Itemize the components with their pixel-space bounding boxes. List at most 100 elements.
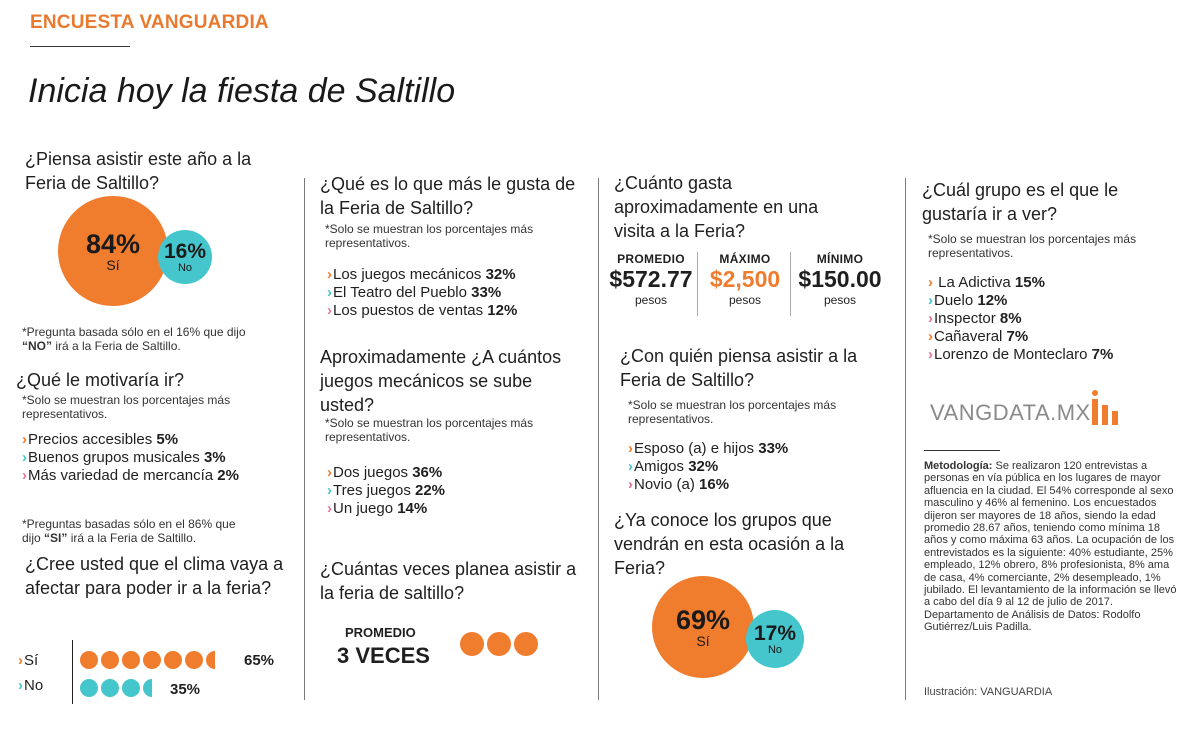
times-dot <box>514 632 538 656</box>
stat-label: MÁXIMO <box>719 252 771 266</box>
list-item: ›Duelo 12% <box>928 292 1188 310</box>
list-item-value: 32% <box>485 266 516 283</box>
attend-no-bubble: 16% No <box>158 230 212 284</box>
chevron-right-icon: › <box>22 449 27 466</box>
times-value: 3 VECES <box>337 643 430 668</box>
stat-divider <box>697 252 698 316</box>
question-like: ¿Qué es lo que más le gusta de la Feria … <box>320 174 576 218</box>
stat-minimum: MÍNIMO $150.00 pesos <box>794 252 886 307</box>
list-item-label: Duelo <box>934 292 978 309</box>
climate-dot <box>185 651 203 669</box>
list-item: ›Buenos grupos musicales 3% <box>22 449 302 467</box>
list-item: › La Adictiva 15% <box>928 274 1188 292</box>
method-divider <box>924 450 1000 451</box>
list-item: ›Lorenzo de Monteclaro 7% <box>928 346 1188 364</box>
attend-yes-percent: 84% <box>85 229 141 259</box>
vangdata-logo-text: VANGDATA.MX <box>930 400 1091 425</box>
list-item-label: Cañaveral <box>934 328 1007 345</box>
list-item-value: 7% <box>1006 328 1029 345</box>
list-item-value: 14% <box>397 500 428 517</box>
note-no-respondents: *Pregunta basada sólo en el 16% que dijo… <box>22 325 302 353</box>
climate-dot <box>80 651 98 669</box>
times-dots <box>460 632 541 656</box>
stat-divider <box>790 252 791 316</box>
note-emphasis: “NO” <box>22 339 52 353</box>
methodology-text: Se realizaron 120 entrevistas a personas… <box>924 460 1177 634</box>
stat-value: $2,500 <box>709 266 781 292</box>
question-times: ¿Cuántas veces planea asistir a la feria… <box>320 559 577 603</box>
note-line: “NO” irá a la Feria de Saltillo. <box>22 339 302 353</box>
note-text: irá a la Feria de Saltillo. <box>52 339 181 353</box>
chevron-right-icon: › <box>628 458 633 475</box>
question-know: ¿Ya conoce los grupos que vendrán en est… <box>614 510 845 578</box>
list-item: ›Esposo (a) e hijos 33% <box>628 440 898 458</box>
climate-dot <box>164 651 182 669</box>
list-item-label: Amigos <box>634 458 689 475</box>
page-title: Inicia hoy la fiesta de Saltillo <box>28 72 456 110</box>
climate-dot <box>143 651 161 669</box>
list-item-value: 32% <box>688 458 719 475</box>
climate-dot <box>122 651 140 669</box>
list-item: ›Los puestos de ventas 12% <box>327 302 597 320</box>
know-no-percent: 17% <box>753 621 797 645</box>
column-divider <box>905 178 906 700</box>
note-text: irá a la Feria de Saltillo. <box>67 531 197 545</box>
column-divider <box>598 178 599 700</box>
stat-label: MÍNIMO <box>816 252 864 266</box>
note-line: dijo “SI” irá a la Feria de Saltillo. <box>22 531 302 545</box>
list-item-value: 7% <box>1091 346 1114 363</box>
list-item: ›Inspector 8% <box>928 310 1188 328</box>
chevron-right-icon: › <box>18 652 23 669</box>
times-dot <box>487 632 511 656</box>
attend-no-percent: 16% <box>163 239 207 263</box>
climate-value: 65% <box>244 652 275 669</box>
list-item-label: La Adictiva <box>934 274 1015 291</box>
list-item: ›Dos juegos 36% <box>327 464 597 482</box>
motivate-list: ›Precios accesibles 5% ›Buenos grupos mu… <box>22 431 302 485</box>
question-spend: ¿Cuánto gasta aproximadamente en una vis… <box>614 173 819 241</box>
chevron-right-icon: › <box>22 431 27 448</box>
chevron-right-icon: › <box>327 302 332 319</box>
list-item: ›Precios accesibles 5% <box>22 431 302 449</box>
note-text: dijo <box>22 531 45 545</box>
note-representative: *Solo se muestran los porcentajes más re… <box>22 393 231 421</box>
list-item-value: 12% <box>487 302 518 319</box>
climate-label: Sí <box>24 652 39 669</box>
chevron-right-icon: › <box>928 328 933 345</box>
list-item: ›Los juegos mecánicos 32% <box>327 266 597 284</box>
know-yes-label: Sí <box>696 633 710 649</box>
chevron-right-icon: › <box>327 464 332 481</box>
chevron-right-icon: › <box>628 476 633 493</box>
stat-unit: pesos <box>823 293 857 307</box>
list-item: ›Novio (a) 16% <box>628 476 898 494</box>
illustration-credit: Ilustración: VANGUARDIA <box>924 686 1053 698</box>
list-item-value: 2% <box>217 467 239 484</box>
list-item-value: 33% <box>758 440 789 457</box>
chevron-right-icon: › <box>928 274 933 291</box>
section-kicker: ENCUESTA VANGUARDIA <box>30 12 269 33</box>
list-item: ›Tres juegos 22% <box>327 482 597 500</box>
methodology: Metodología: Se realizaron 120 entrevist… <box>924 460 1184 634</box>
climate-no-dots <box>80 679 155 697</box>
question-climate: ¿Cree usted que el clima vaya a afectar … <box>25 554 284 598</box>
stat-value: $572.77 <box>609 266 693 292</box>
stat-maximum: MÁXIMO $2,500 pesos <box>700 252 790 307</box>
group-list: › La Adictiva 15% ›Duelo 12% ›Inspector … <box>928 274 1188 364</box>
note-representative: *Solo se muestran los porcentajes más re… <box>325 416 534 444</box>
climate-dot <box>80 679 98 697</box>
climate-no-value: 35% <box>170 681 200 699</box>
question-motivate: ¿Qué le motivaría ir? <box>16 370 185 390</box>
list-item-label: Los juegos mecánicos <box>333 266 486 283</box>
list-item-label: Novio (a) <box>634 476 700 493</box>
kicker-divider <box>30 46 130 47</box>
know-yes-percent: 69% <box>675 605 731 635</box>
climate-label: No <box>24 677 44 694</box>
list-item-label: El Teatro del Pueblo <box>333 284 472 301</box>
chevron-right-icon: › <box>327 284 332 301</box>
like-list: ›Los juegos mecánicos 32% ›El Teatro del… <box>327 266 597 320</box>
attend-no-label: No <box>177 261 193 274</box>
list-item-value: 3% <box>203 449 226 466</box>
list-item-value: 15% <box>1014 274 1045 291</box>
list-item-label: Lorenzo de Monteclaro <box>934 346 1092 363</box>
note-emphasis: “SI” <box>44 531 68 545</box>
